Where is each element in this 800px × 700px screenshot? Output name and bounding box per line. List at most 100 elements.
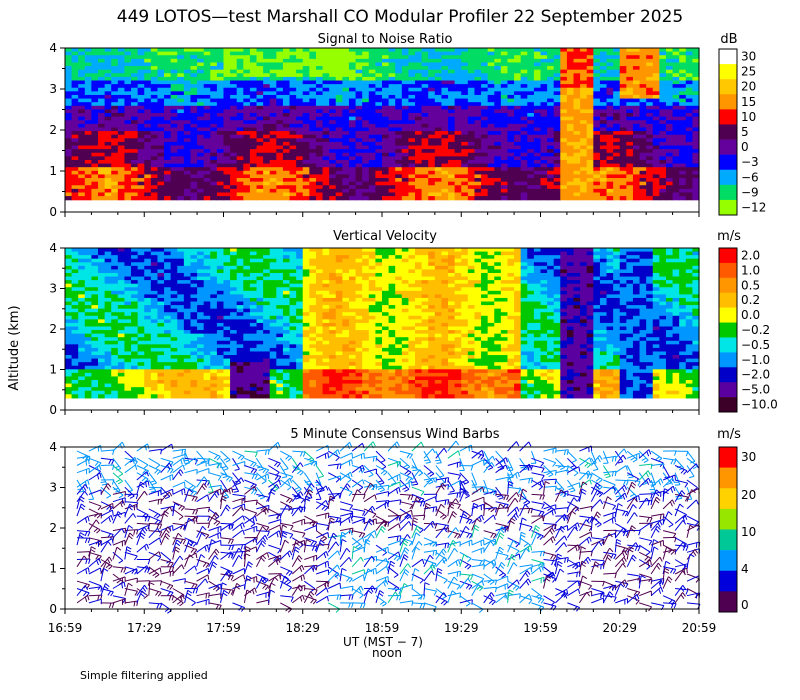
heatmap-cell	[335, 152, 343, 157]
heatmap-cell	[395, 134, 403, 139]
heatmap-cell	[467, 174, 476, 179]
heatmap-cell	[415, 170, 423, 176]
heatmap-cell	[104, 355, 112, 360]
heatmap-cell	[467, 58, 476, 64]
heatmap-cell	[170, 372, 178, 378]
heatmap-cell	[619, 66, 627, 71]
heatmap-cell	[137, 163, 145, 168]
heatmap-cell	[487, 196, 495, 201]
heatmap-cell	[111, 123, 119, 129]
heatmap-cell	[104, 66, 112, 71]
heatmap-cell	[104, 262, 112, 267]
heatmap-cell	[65, 380, 73, 385]
heatmap-cell	[144, 390, 152, 395]
heatmap-cell	[78, 188, 86, 194]
heatmap-cell	[348, 109, 357, 114]
heatmap-cell	[197, 120, 205, 125]
heatmap-cell	[144, 362, 152, 367]
heatmap-cell	[104, 387, 112, 392]
heatmap-cell	[170, 138, 178, 143]
heatmap-cell	[150, 152, 159, 157]
heatmap-cell	[91, 362, 99, 367]
heatmap-cell	[263, 181, 271, 186]
heatmap-cell	[309, 69, 317, 74]
heatmap-cell	[599, 55, 608, 60]
heatmap-cell	[454, 73, 462, 78]
heatmap-cell	[296, 120, 304, 125]
heatmap-cell	[203, 185, 211, 190]
heatmap-cell	[230, 196, 238, 201]
heatmap-cell	[78, 131, 86, 136]
heatmap-cell	[573, 181, 581, 186]
heatmap-cell	[269, 48, 277, 53]
heatmap-cell	[335, 156, 343, 161]
heatmap-cell	[150, 156, 159, 161]
heatmap-cell	[98, 127, 106, 132]
heatmap-cell	[461, 48, 469, 53]
heatmap-cell	[613, 181, 621, 186]
heatmap-cell	[256, 156, 264, 161]
heatmap-cell	[599, 66, 608, 71]
heatmap-cell	[230, 102, 238, 107]
heatmap-cell	[65, 188, 73, 194]
heatmap-cell	[467, 113, 476, 118]
heatmap-cell	[111, 390, 119, 395]
heatmap-cell	[599, 138, 608, 143]
heatmap-cell	[144, 145, 152, 150]
heatmap-cell	[282, 120, 291, 125]
heatmap-cell	[249, 120, 258, 125]
heatmap-cell	[593, 51, 601, 56]
heatmap-cell	[78, 159, 86, 165]
heatmap-cell	[428, 131, 436, 136]
heatmap-cell	[481, 178, 489, 183]
heatmap-cell	[144, 192, 152, 197]
heatmap-cell	[144, 84, 152, 89]
heatmap-cell	[348, 84, 357, 89]
heatmap-cell	[421, 123, 429, 129]
heatmap-cell	[606, 152, 614, 157]
heatmap-cell	[434, 80, 443, 85]
heatmap-cell	[177, 251, 185, 256]
heatmap-cell	[692, 123, 700, 129]
heatmap-cell	[78, 305, 86, 310]
heatmap-cell	[507, 174, 515, 179]
heatmap-cell	[599, 123, 608, 129]
heatmap-cell	[355, 113, 363, 118]
heatmap-cell	[382, 178, 390, 183]
heatmap-cell	[395, 102, 403, 107]
heatmap-cell	[276, 178, 284, 183]
heatmap-cell	[626, 62, 634, 67]
heatmap-cell	[613, 84, 621, 89]
heatmap-cell	[190, 390, 198, 395]
heatmap-cell	[216, 178, 225, 183]
heatmap-cell	[481, 181, 489, 186]
heatmap-cell	[111, 315, 119, 320]
heatmap-cell	[124, 62, 132, 67]
heatmap-cell	[342, 178, 350, 183]
heatmap-cell	[124, 330, 132, 335]
heatmap-cell	[441, 58, 449, 64]
heatmap-cell	[98, 48, 106, 53]
heatmap-cell	[514, 134, 522, 139]
heatmap-cell	[282, 131, 291, 136]
heatmap-cell	[672, 73, 680, 78]
heatmap-cell	[91, 290, 99, 295]
heatmap-cell	[573, 84, 581, 89]
heatmap-cell	[71, 120, 79, 125]
heatmap-cell	[177, 174, 185, 179]
heatmap-cell	[190, 55, 198, 60]
heatmap-cell	[249, 131, 258, 136]
heatmap-cell	[263, 159, 271, 165]
heatmap-cell	[401, 66, 410, 71]
heatmap-cell	[164, 290, 172, 295]
heatmap-cell	[65, 51, 73, 56]
heatmap-cell	[599, 48, 608, 53]
heatmap-cell	[606, 73, 614, 78]
heatmap-cell	[223, 152, 231, 157]
heatmap-cell	[71, 265, 79, 271]
heatmap-cell	[474, 185, 482, 190]
heatmap-cell	[382, 152, 390, 157]
heatmap-cell	[415, 196, 423, 201]
heatmap-cell	[216, 116, 225, 121]
heatmap-cell	[137, 308, 145, 313]
